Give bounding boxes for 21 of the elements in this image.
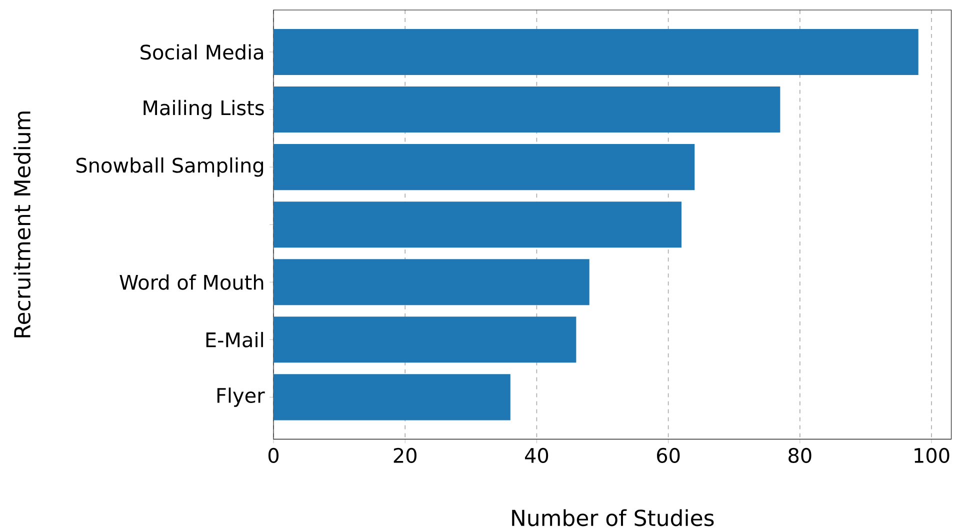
x-axis-title: Number of Studies: [512, 509, 714, 526]
y-axis-title: Recruitment Medium: [14, 112, 31, 338]
bar: [274, 374, 510, 420]
x-tick-label: 100: [914, 448, 950, 463]
x-tick-label: 20: [394, 448, 416, 463]
y-tick-label: Social Media: [140, 44, 264, 60]
bar: [274, 28, 918, 75]
x-tick-label: 80: [788, 448, 812, 463]
y-tick-label: E-Mail: [206, 332, 263, 348]
bar: [274, 316, 576, 363]
bar: [274, 144, 695, 190]
y-tick-label: Snowball Sampling: [76, 157, 264, 177]
x-tick-label: 60: [657, 448, 680, 463]
x-tick-label: 0: [268, 448, 279, 463]
y-tick-label: Mailing Lists: [144, 100, 264, 120]
y-tick-label: Flyer: [217, 388, 265, 407]
y-tick-label: Word of Mouth: [120, 274, 264, 290]
bar: [274, 202, 682, 248]
bar: [274, 259, 590, 306]
bar: [274, 86, 780, 133]
x-tick-label: 40: [524, 448, 548, 463]
